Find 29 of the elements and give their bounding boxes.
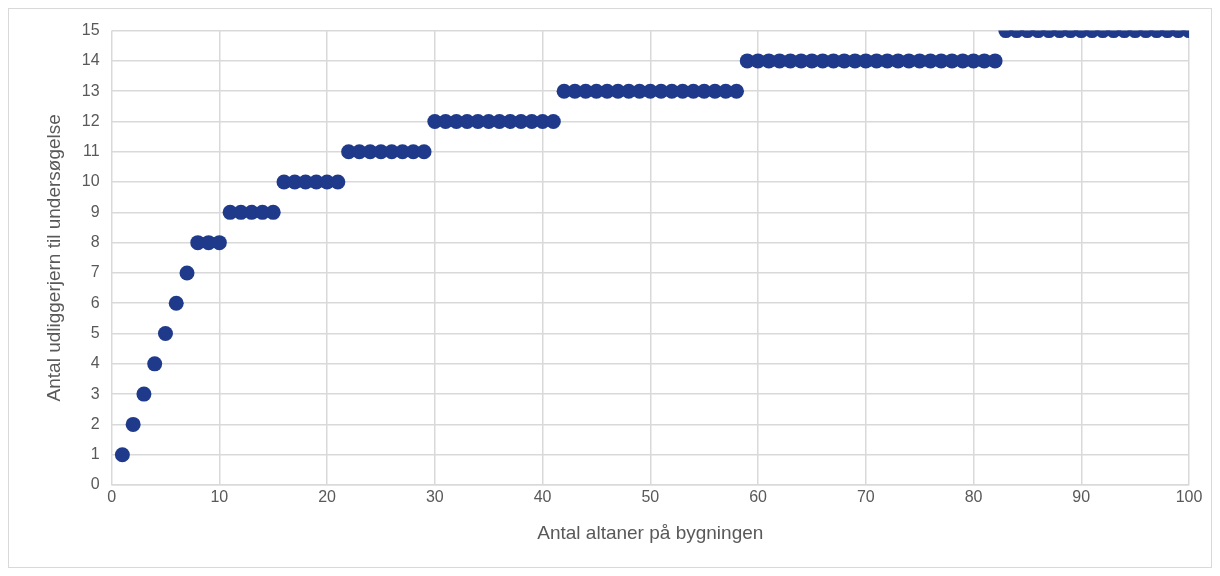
y-tick-label: 1: [90, 445, 100, 463]
y-tick-label: 11: [82, 142, 100, 160]
x-tick-label: 60: [749, 488, 768, 506]
x-tick-label: 30: [425, 488, 444, 506]
x-tick-label: 40: [533, 488, 552, 506]
x-tick-label: 50: [641, 488, 660, 506]
y-tick-label: 15: [81, 21, 100, 39]
y-tick-label: 9: [90, 202, 100, 220]
y-tick-label: 5: [90, 323, 100, 341]
y-tick-label: 14: [81, 51, 100, 69]
x-tick-label: 80: [964, 488, 983, 506]
y-tick-label: 0: [90, 475, 100, 493]
y-tick-label: 10: [81, 172, 100, 190]
x-tick-label: 20: [318, 488, 337, 506]
y-tick-label: 13: [81, 81, 100, 99]
x-tick-label: 90: [1072, 488, 1091, 506]
y-tick-label: 12: [81, 111, 100, 129]
x-tick-label: 10: [210, 488, 229, 506]
y-tick-label: 4: [90, 354, 100, 372]
y-tick-label: 6: [90, 293, 100, 311]
y-tick-label: 7: [90, 263, 100, 281]
y-axis-title: Antal udliggerjern til undersøgelse: [42, 114, 64, 402]
y-tick-label: 3: [90, 384, 100, 402]
y-tick-label: 8: [90, 233, 100, 251]
x-axis-title: Antal altaner på bygningen: [537, 521, 764, 543]
x-tick-label: 0: [107, 488, 117, 506]
y-tick-label: 2: [90, 414, 100, 432]
x-tick-label: 70: [856, 488, 875, 506]
x-tick-label: 100: [1175, 488, 1203, 506]
